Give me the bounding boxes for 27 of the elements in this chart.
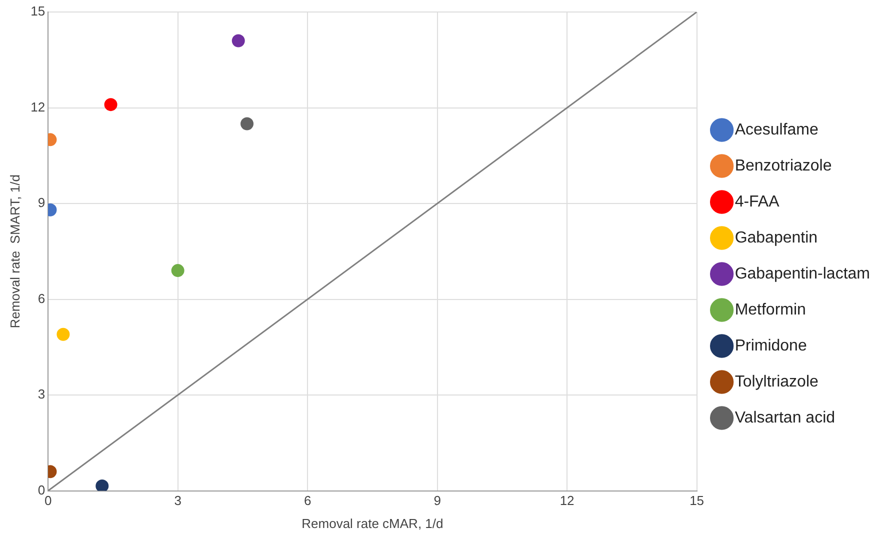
point [240,117,254,130]
y-tick-label: 15 [30,4,46,19]
y-tick-label: 6 [38,290,46,306]
x-tick-label: 3 [174,493,182,508]
legend-label: Tolyltriazole [734,373,818,390]
x-tick-label: 9 [434,493,441,508]
point [96,480,109,491]
legend-label: Valsartan acid [734,409,836,426]
point [104,98,118,112]
legend-label: Gabapentin [734,229,818,246]
y-tick-label: 9 [38,195,46,210]
y-tick-label: 0 [38,482,46,498]
legend-label: Benzotriazole [734,157,832,174]
x-tick-label: 15 [690,493,704,508]
legend-label: 4-FAA [734,193,780,210]
legend-label: Primidone [734,337,807,354]
x-axis-title: Removal rate cMAR, 1/d [302,516,444,531]
y-axis-title: Removal rate SMART, 1/d [7,174,22,328]
x-tick-label: 6 [304,493,312,508]
legend-label: Gabapentin-lactam [734,265,870,282]
y-tick-label: 3 [38,386,46,402]
x-tick-label: 12 [560,493,574,508]
point [232,34,245,48]
point [171,264,184,278]
y-tick-label: 12 [30,99,46,114]
legend-label: Metformin [734,301,806,318]
legend-label: Acesulfame [734,121,819,138]
